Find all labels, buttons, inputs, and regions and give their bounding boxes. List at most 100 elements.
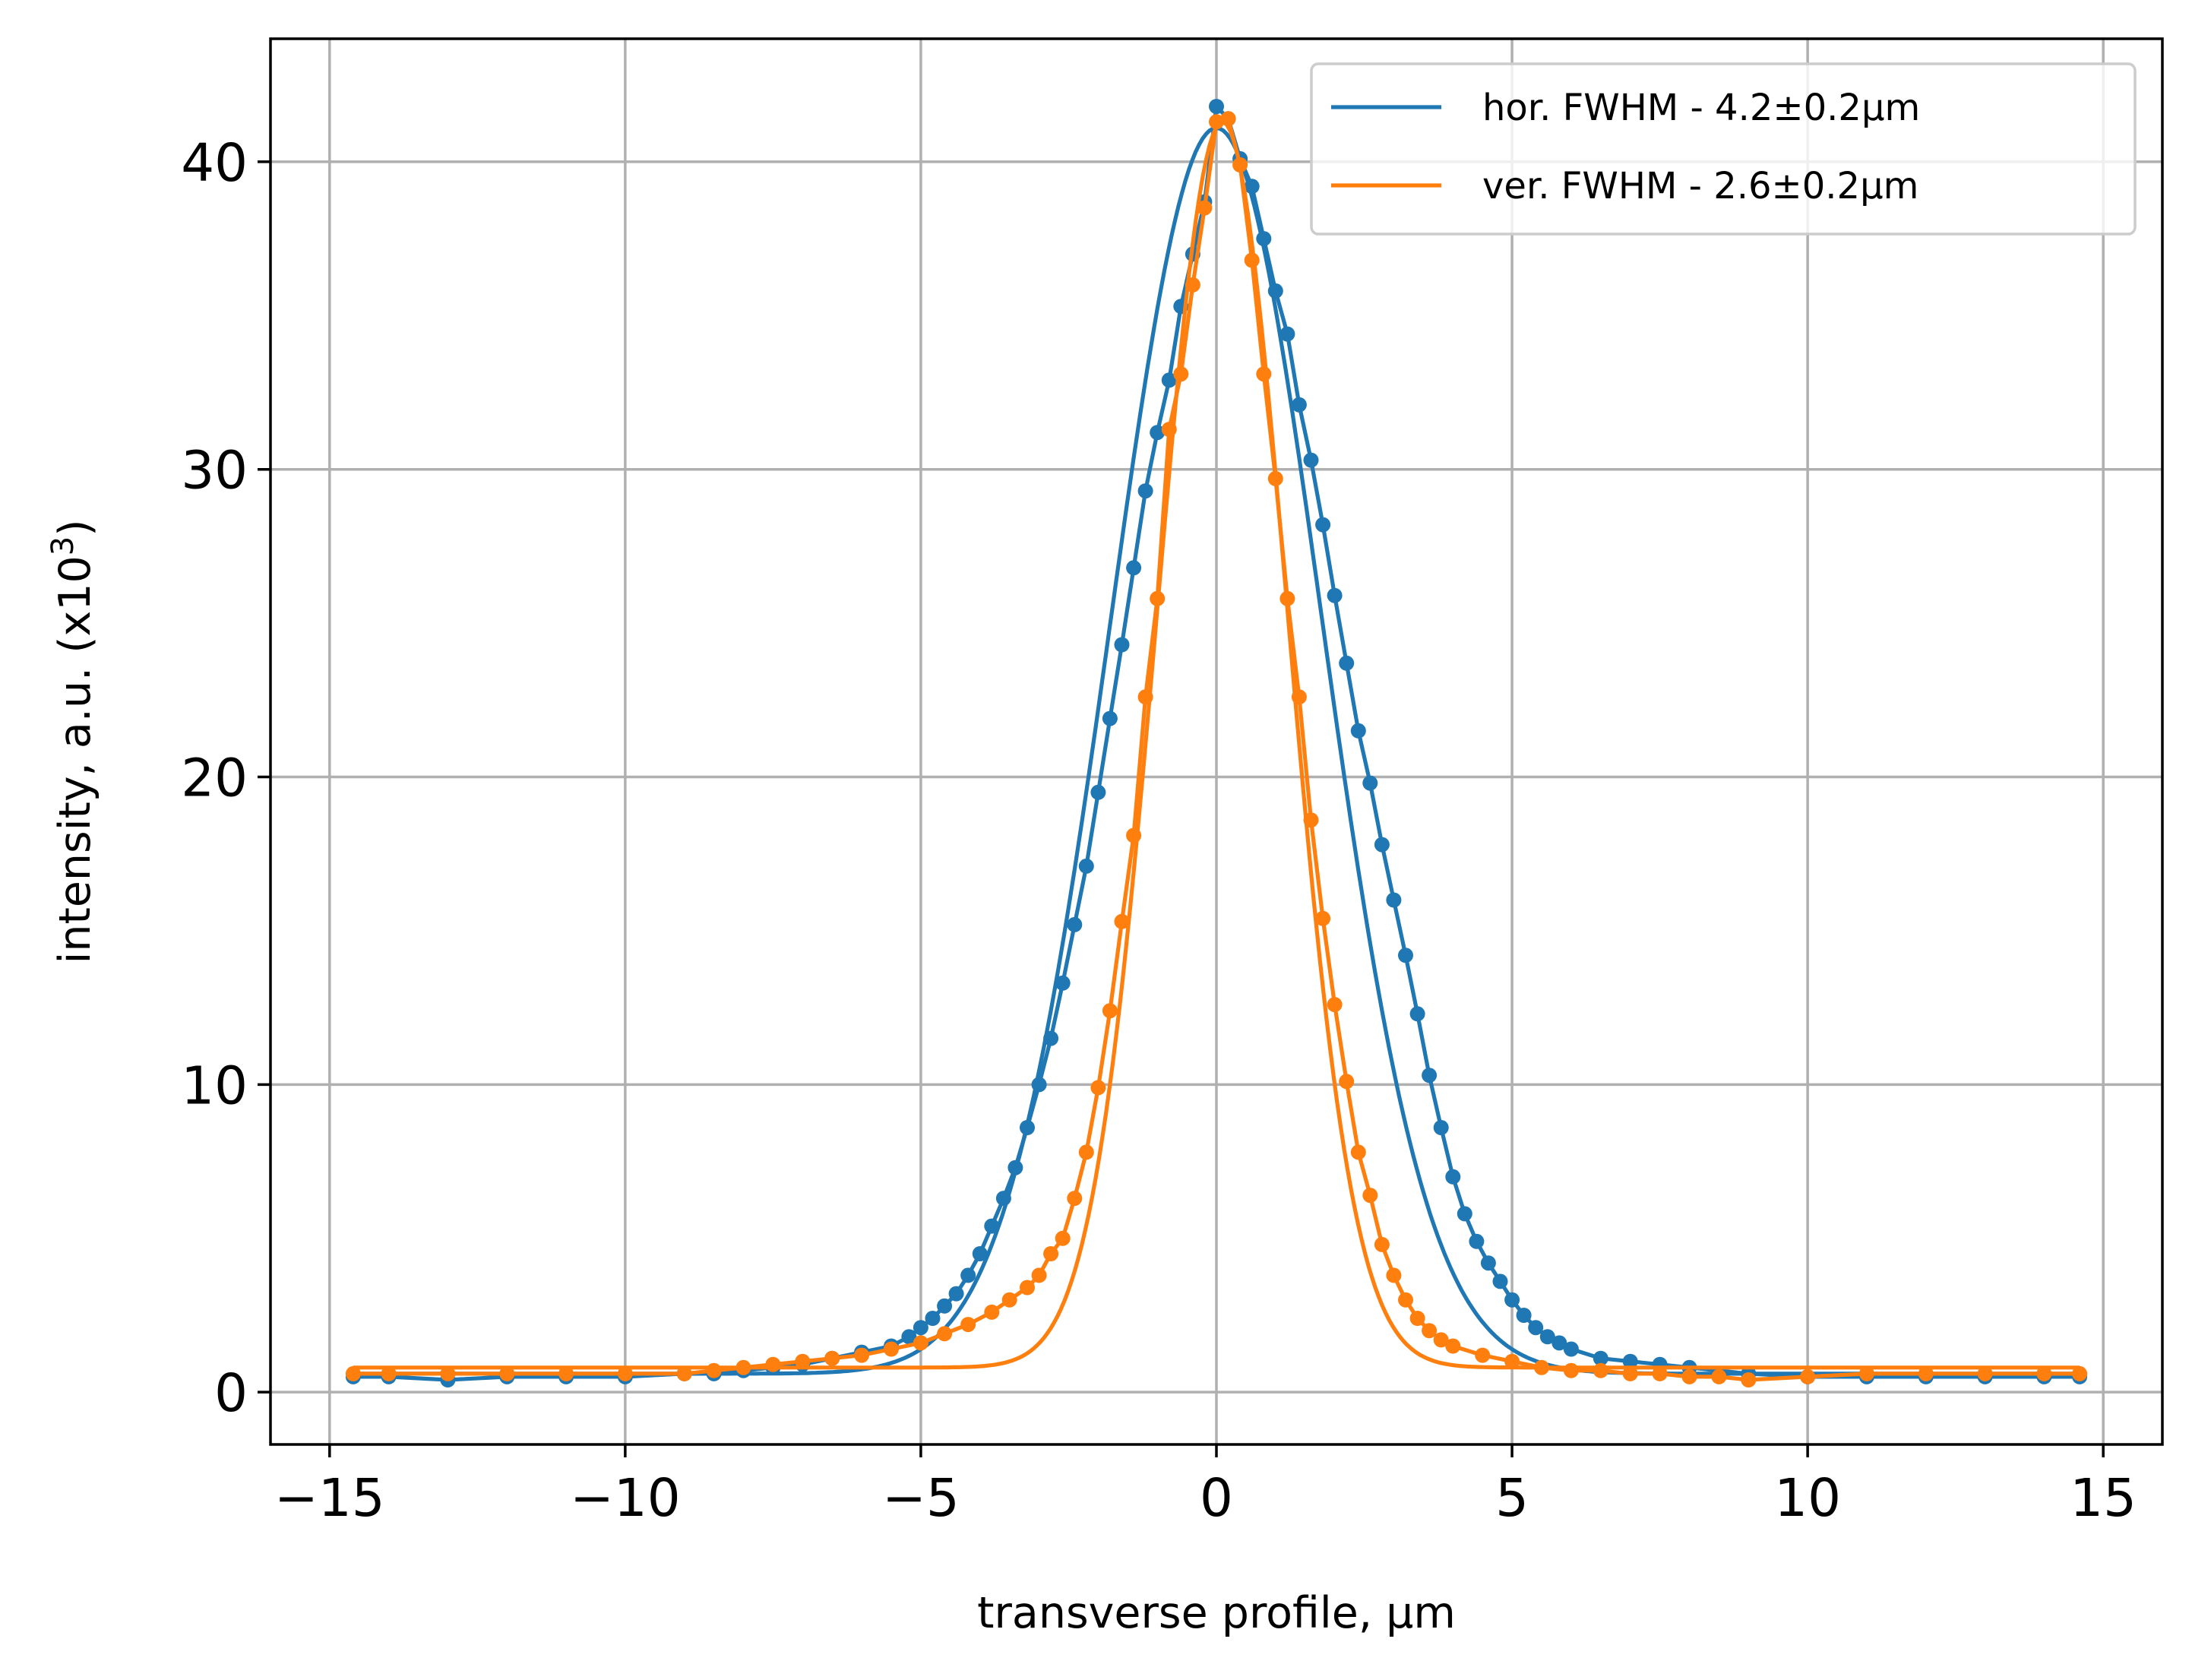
data-point-horizontal <box>1043 1030 1059 1046</box>
x-tick-label: 5 <box>1495 1468 1529 1529</box>
data-point-horizontal <box>1067 916 1083 932</box>
data-point-vertical <box>1291 689 1307 705</box>
data-point-horizontal <box>1031 1077 1047 1093</box>
data-point-horizontal <box>1303 452 1319 468</box>
data-point-vertical <box>1078 1144 1094 1160</box>
data-point-horizontal <box>1386 892 1402 908</box>
data-point-vertical <box>1433 1332 1449 1348</box>
data-point-vertical <box>1315 910 1331 926</box>
data-point-vertical <box>1114 913 1130 929</box>
data-point-horizontal <box>1350 723 1366 739</box>
data-point-horizontal <box>913 1320 928 1336</box>
data-point-horizontal <box>1102 710 1118 726</box>
data-point-horizontal <box>960 1267 976 1283</box>
data-point-horizontal <box>1090 784 1106 800</box>
data-point-vertical <box>1043 1246 1059 1261</box>
data-point-vertical <box>1102 1003 1118 1019</box>
data-point-vertical <box>984 1304 1000 1320</box>
data-point-vertical <box>499 1365 515 1381</box>
data-point-vertical <box>1362 1188 1378 1204</box>
data-point-vertical <box>1475 1347 1491 1363</box>
data-point-horizontal <box>972 1246 988 1261</box>
data-point-vertical <box>381 1365 397 1381</box>
data-point-horizontal <box>1445 1169 1461 1185</box>
data-point-vertical <box>2036 1365 2052 1381</box>
data-point-vertical <box>1339 1074 1355 1090</box>
legend-label-horizontal: hor. FWHM - 4.2±0.2µm <box>1482 87 1920 129</box>
data-point-vertical <box>1197 200 1213 216</box>
data-point-horizontal <box>1315 517 1331 533</box>
data-point-horizontal <box>1078 858 1094 874</box>
y-axis-label-main: intensity, a.u. (x10 <box>50 555 100 963</box>
data-point-vertical <box>1185 277 1200 293</box>
data-point-horizontal <box>1291 397 1307 413</box>
data-point-vertical <box>1267 470 1283 486</box>
data-point-vertical <box>1681 1368 1697 1384</box>
data-point-horizontal <box>984 1218 1000 1234</box>
data-point-vertical <box>937 1326 953 1342</box>
data-point-horizontal <box>937 1298 953 1314</box>
data-point-horizontal <box>1551 1335 1567 1351</box>
data-point-vertical <box>706 1362 722 1378</box>
x-tick-label: 10 <box>1774 1468 1841 1529</box>
data-point-vertical <box>1409 1311 1425 1326</box>
data-point-vertical <box>1150 590 1166 606</box>
data-point-vertical <box>1031 1267 1047 1283</box>
data-point-vertical <box>1161 422 1177 438</box>
data-point-horizontal <box>1137 483 1153 499</box>
data-point-vertical <box>1422 1323 1438 1339</box>
data-point-vertical <box>1303 812 1319 828</box>
data-point-horizontal <box>1055 975 1071 991</box>
data-point-vertical <box>1858 1365 1874 1381</box>
y-tick-label: 20 <box>181 748 248 809</box>
data-point-vertical <box>1173 366 1189 382</box>
y-tick-label: 10 <box>181 1055 248 1116</box>
y-axis-label-exponent: 3 <box>46 536 81 555</box>
legend: hor. FWHM - 4.2±0.2µm ver. FWHM - 2.6±0.… <box>1310 62 2137 236</box>
data-point-horizontal <box>995 1191 1011 1207</box>
data-point-horizontal <box>1150 425 1166 441</box>
data-point-vertical <box>1386 1267 1402 1283</box>
data-point-horizontal <box>1161 372 1177 388</box>
data-point-vertical <box>913 1335 928 1351</box>
data-point-vertical <box>1232 157 1248 172</box>
data-point-horizontal <box>1622 1353 1638 1369</box>
data-point-vertical <box>1534 1359 1549 1375</box>
data-point-vertical <box>1209 114 1224 130</box>
data-point-vertical <box>824 1350 840 1366</box>
data-point-horizontal <box>1327 587 1343 603</box>
data-point-horizontal <box>1339 655 1355 671</box>
data-point-vertical <box>1327 997 1343 1013</box>
ticks: −15 −10 −5 0 5 10 15 0 10 20 30 40 <box>181 133 2137 1529</box>
data-point-vertical <box>1055 1230 1071 1246</box>
data-point-horizontal <box>948 1286 964 1302</box>
data-point-vertical <box>1593 1362 1608 1378</box>
y-tick-label: 30 <box>181 441 248 501</box>
y-axis-label: intensity, a.u. (x103) <box>46 520 100 964</box>
data-point-vertical <box>1244 252 1260 268</box>
data-point-horizontal <box>1362 775 1378 791</box>
legend-label-vertical: ver. FWHM - 2.6±0.2µm <box>1482 165 1918 207</box>
data-point-vertical <box>1067 1191 1083 1207</box>
data-point-vertical <box>440 1365 456 1381</box>
data-point-horizontal <box>1480 1255 1496 1271</box>
data-point-horizontal <box>1528 1320 1544 1336</box>
x-tick-label: 0 <box>1200 1468 1233 1529</box>
data-point-vertical <box>1800 1368 1816 1384</box>
series-layer <box>345 99 2088 1387</box>
y-tick-label: 0 <box>214 1363 248 1424</box>
data-point-horizontal <box>1114 637 1130 653</box>
data-point-vertical <box>676 1365 692 1381</box>
data-point-horizontal <box>1516 1308 1532 1323</box>
data-point-vertical <box>1279 590 1295 606</box>
data-point-vertical <box>1741 1372 1757 1387</box>
data-point-horizontal <box>1256 231 1272 247</box>
data-point-vertical <box>617 1365 633 1381</box>
data-point-vertical <box>765 1356 781 1372</box>
data-point-horizontal <box>901 1329 917 1345</box>
data-point-horizontal <box>1539 1329 1555 1345</box>
data-point-horizontal <box>1504 1292 1520 1308</box>
